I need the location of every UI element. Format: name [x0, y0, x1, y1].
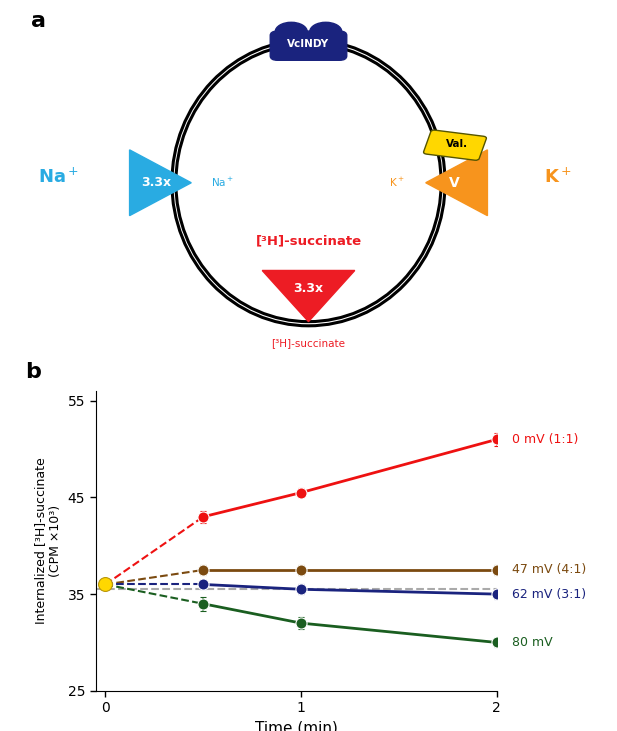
Text: 0 mV (1:1): 0 mV (1:1) [512, 433, 579, 446]
Text: K$^+$: K$^+$ [389, 176, 405, 189]
Polygon shape [426, 150, 487, 216]
Text: Val.: Val. [445, 140, 468, 149]
Text: 3.3x: 3.3x [294, 282, 323, 295]
Text: a: a [31, 11, 46, 31]
Text: 80 mV: 80 mV [512, 636, 553, 649]
Circle shape [310, 22, 342, 42]
Y-axis label: Internalized [³H]-succinate
(CPM ×10³): Internalized [³H]-succinate (CPM ×10³) [34, 458, 62, 624]
X-axis label: Time (min): Time (min) [255, 721, 337, 731]
Circle shape [275, 22, 307, 42]
Text: [³H]-succinate: [³H]-succinate [255, 235, 362, 248]
Polygon shape [130, 150, 191, 216]
Text: K$^+$: K$^+$ [544, 167, 573, 187]
Text: 62 mV (3:1): 62 mV (3:1) [512, 588, 587, 601]
Text: 47 mV (4:1): 47 mV (4:1) [512, 564, 587, 577]
Text: VcINDY: VcINDY [288, 39, 329, 49]
Text: 3.3x: 3.3x [141, 176, 171, 189]
FancyBboxPatch shape [270, 31, 347, 61]
Text: b: b [25, 362, 41, 382]
Text: V: V [449, 175, 460, 190]
Text: Na$^+$: Na$^+$ [210, 176, 234, 189]
Text: Na$^+$: Na$^+$ [38, 167, 79, 187]
Polygon shape [262, 270, 355, 322]
FancyBboxPatch shape [423, 130, 486, 160]
Text: [³H]-succinate: [³H]-succinate [271, 338, 346, 349]
